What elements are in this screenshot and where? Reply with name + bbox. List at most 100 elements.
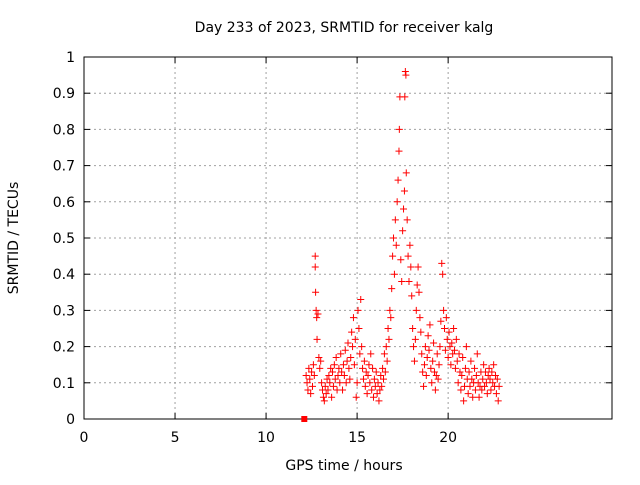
data-point: [462, 343, 470, 351]
data-point: [393, 198, 401, 206]
data-point: [326, 379, 334, 387]
data-point: [488, 368, 496, 376]
data-point: [345, 364, 353, 372]
data-point: [481, 368, 489, 376]
data-point: [492, 390, 500, 398]
data-point: [331, 375, 339, 383]
data-point: [363, 390, 371, 398]
data-point: [313, 314, 321, 322]
data-point: [342, 379, 350, 387]
data-point: [394, 176, 402, 184]
data-point: [312, 306, 320, 314]
data-point: [378, 382, 386, 390]
data-point: [486, 375, 494, 383]
data-point: [474, 379, 482, 387]
data-point: [351, 335, 359, 343]
data-point: [451, 364, 459, 372]
data-point: [366, 379, 374, 387]
data-point: [324, 386, 332, 394]
data-point: [356, 350, 364, 358]
data-point: [400, 187, 408, 195]
data-point: [322, 390, 330, 398]
data-point: [327, 364, 335, 372]
data-point: [400, 205, 408, 213]
data-point: [361, 382, 369, 390]
data-point: [401, 67, 409, 75]
data-point: [440, 325, 448, 332]
data-point: [439, 270, 447, 278]
data-point: [391, 216, 399, 224]
data-point: [306, 375, 314, 383]
data-point: [335, 364, 343, 372]
y-tick-label: 0: [66, 412, 75, 428]
data-point: [467, 357, 475, 365]
data-point: [373, 390, 381, 398]
y-axis-label: SRMTID / TECUs: [6, 182, 22, 295]
data-point: [395, 125, 403, 133]
x-tick-label: 15: [348, 430, 366, 446]
data-point: [397, 256, 405, 264]
data-point: [319, 393, 327, 401]
data-point: [436, 343, 444, 351]
data-point: [432, 372, 440, 380]
data-point: [321, 382, 329, 390]
data-point: [374, 379, 382, 387]
data-point: [365, 361, 373, 369]
data-point: [484, 372, 492, 380]
data-point: [352, 393, 360, 401]
data-point: [471, 364, 479, 372]
x-tick-label: 5: [171, 430, 180, 446]
data-point: [480, 361, 488, 369]
data-point: [323, 375, 331, 383]
data-point: [420, 361, 428, 369]
data-point: [318, 379, 326, 387]
data-point: [491, 372, 499, 380]
data-point: [424, 332, 432, 340]
data-point: [383, 357, 391, 365]
data-point: [362, 368, 370, 376]
data-point: [402, 169, 410, 177]
data-point: [310, 372, 318, 380]
data-point: [320, 397, 328, 405]
data-point: [350, 361, 358, 369]
data-point: [325, 372, 333, 380]
data-point: [328, 393, 336, 401]
data-point: [410, 357, 418, 365]
data-point: [440, 306, 448, 314]
data-point: [487, 386, 495, 394]
data-point: [376, 386, 384, 394]
data-point: [311, 263, 319, 271]
data-point: [442, 314, 450, 322]
data-point: [472, 372, 480, 380]
y-tick-label: 0.8: [53, 122, 75, 138]
data-point: [434, 375, 442, 383]
data-point: [359, 375, 367, 383]
data-point: [355, 325, 363, 332]
data-point: [349, 343, 357, 351]
data-point: [358, 343, 366, 351]
data-point: [375, 397, 383, 405]
data-point: [405, 277, 413, 285]
data-point: [382, 343, 390, 351]
data-point: [364, 372, 372, 380]
data-point: [415, 288, 423, 296]
data-point: [367, 350, 375, 358]
data-point: [475, 393, 483, 401]
x-axis-label: GPS time / hours: [285, 458, 402, 474]
data-point: [330, 361, 338, 369]
data-point: [451, 346, 459, 354]
data-point: [481, 382, 489, 390]
data-point: [338, 368, 346, 376]
data-point: [426, 321, 434, 329]
data-point: [357, 296, 365, 304]
data-point: [313, 335, 321, 343]
data-point: [422, 372, 430, 380]
y-tick-label: 0.6: [53, 195, 75, 211]
data-point: [399, 227, 407, 235]
data-point: [311, 252, 319, 260]
tick-labels: 00.10.20.30.40.50.60.70.80.910 5 10 15 20: [53, 50, 457, 446]
data-point: [437, 317, 445, 325]
data-point: [482, 379, 490, 387]
data-point: [368, 386, 376, 394]
data-point: [360, 357, 368, 365]
